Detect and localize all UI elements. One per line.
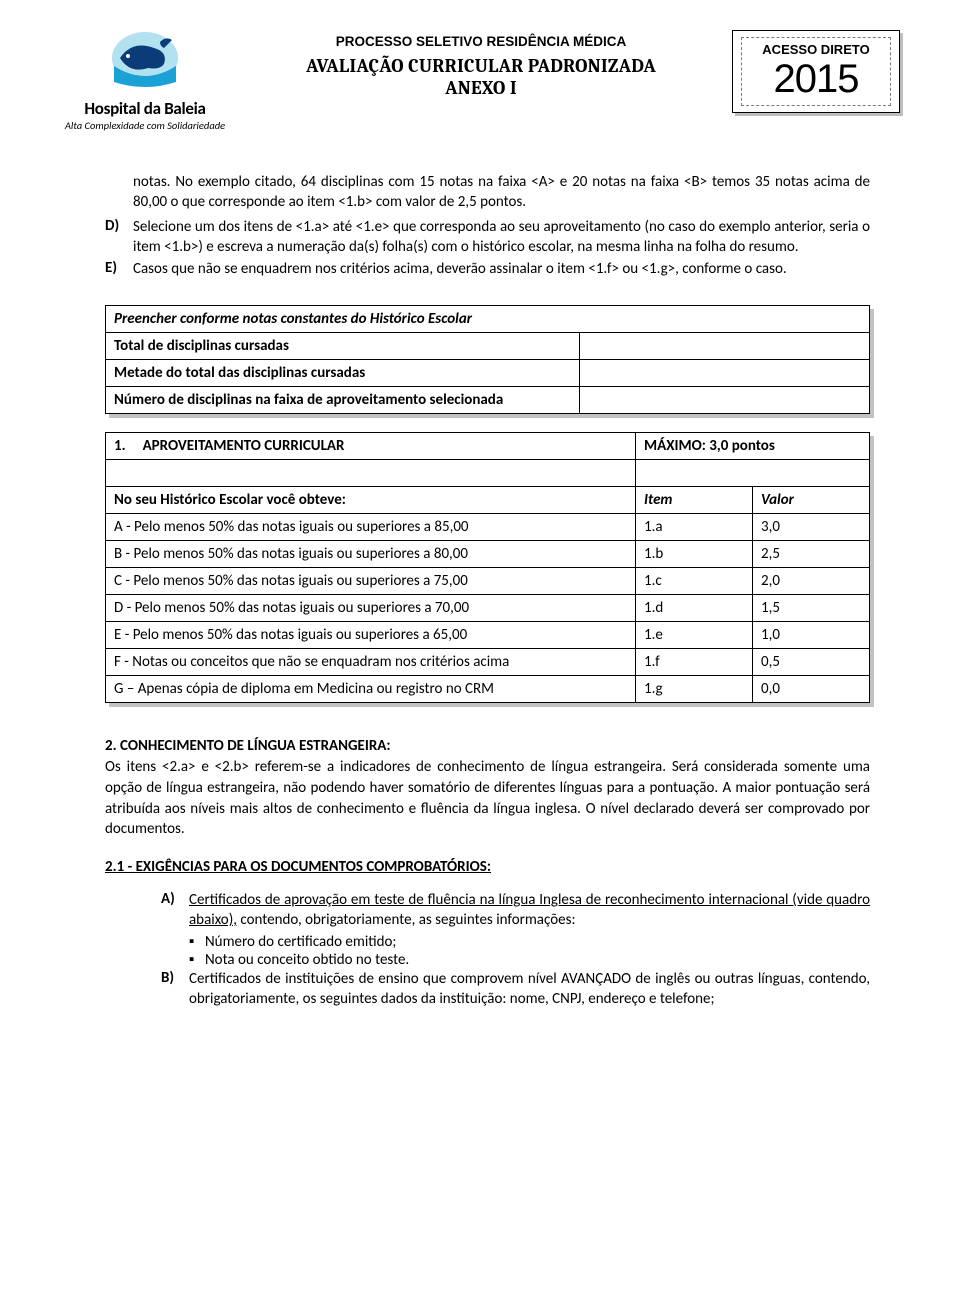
scoring-item: 1.c xyxy=(636,568,753,595)
col-header-desc: No seu Histórico Escolar você obteve: xyxy=(106,487,636,514)
empty-cell xyxy=(106,460,636,487)
section2-list-item: B)Certificados de instituições de ensino… xyxy=(161,969,870,1010)
lead-rest: contendo, obrigatoriamente, as seguintes… xyxy=(237,911,575,929)
scoring-row: G – Apenas cópia de diploma em Medicina … xyxy=(106,676,870,703)
header-small-title: PROCESSO SELETIVO RESIDÊNCIA MÉDICA xyxy=(250,34,712,49)
section-no: 1. xyxy=(114,437,126,455)
scoring-item: 1.f xyxy=(636,649,753,676)
max-label: MÁXIMO: 3,0 pontos xyxy=(636,433,870,460)
scoring-item: 1.g xyxy=(636,676,753,703)
scoring-desc: G – Apenas cópia de diploma em Medicina … xyxy=(106,676,636,703)
scoring-desc: D - Pelo menos 50% das notas iguais ou s… xyxy=(106,595,636,622)
scoring-desc: A - Pelo menos 50% das notas iguais ou s… xyxy=(106,514,636,541)
fill-table-row: Número de disciplinas na faixa de aprove… xyxy=(106,387,870,414)
col-header-valor: Valor xyxy=(753,487,870,514)
logo-tagline: Alta Complexidade com Solidariedade xyxy=(60,119,230,132)
intro-list-item: E)Casos que não se enquadrem nos critéri… xyxy=(105,259,870,279)
intro-list-item: D)Selecione um dos itens de <1.a> até <1… xyxy=(105,217,870,258)
bullet-text: Número do certificado emitido; xyxy=(205,933,870,951)
scoring-row: F - Notas ou conceitos que não se enquad… xyxy=(106,649,870,676)
fill-row-label: Metade do total das disciplinas cursadas xyxy=(106,360,580,387)
fill-row-value xyxy=(579,387,869,414)
scoring-row: D - Pelo menos 50% das notas iguais ou s… xyxy=(106,595,870,622)
fill-table-title: Preencher conforme notas constantes do H… xyxy=(106,306,870,333)
bullet-text: Nota ou conceito obtido no teste. xyxy=(205,951,870,969)
scoring-desc: F - Notas ou conceitos que não se enquad… xyxy=(106,649,636,676)
fill-table-row: Total de disciplinas cursadas xyxy=(106,333,870,360)
scoring-row: B - Pelo menos 50% das notas iguais ou s… xyxy=(106,541,870,568)
list-marker: B) xyxy=(161,969,189,1010)
logo-block: Hospital da Baleia Alta Complexidade com… xyxy=(60,30,230,132)
scoring-item: 1.b xyxy=(636,541,753,568)
section-2: 2. CONHECIMENTO DE LÍNGUA ESTRANGEIRA: O… xyxy=(105,737,870,1009)
year-box: ACESSO DIRETO 2015 xyxy=(732,30,900,113)
intro-lead: notas. No exemplo citado, 64 disciplinas… xyxy=(133,172,870,213)
fill-table-row: Metade do total das disciplinas cursadas xyxy=(106,360,870,387)
scoring-valor: 2,5 xyxy=(753,541,870,568)
fill-row-label: Total de disciplinas cursadas xyxy=(106,333,580,360)
col-header-item: Item xyxy=(636,487,753,514)
scoring-desc: C - Pelo menos 50% das notas iguais ou s… xyxy=(106,568,636,595)
scoring-desc: B - Pelo menos 50% das notas iguais ou s… xyxy=(106,541,636,568)
logo-name: Hospital da Baleia xyxy=(60,98,230,119)
scoring-valor: 0,0 xyxy=(753,676,870,703)
list-marker: D) xyxy=(105,217,133,258)
section-header: 1. APROVEITAMENTO CURRICULAR xyxy=(106,433,636,460)
fill-table: Preencher conforme notas constantes do H… xyxy=(105,305,870,414)
section-2-body: Os itens <2.a> e <2.b> referem-se a indi… xyxy=(105,757,870,840)
scoring-item: 1.a xyxy=(636,514,753,541)
whale-logo-icon xyxy=(102,30,188,94)
bullet-item: ▪Número do certificado emitido; xyxy=(189,933,870,951)
scoring-valor: 2,0 xyxy=(753,568,870,595)
intro-items: D)Selecione um dos itens de <1.a> até <1… xyxy=(105,217,870,280)
scoring-item: 1.d xyxy=(636,595,753,622)
header-main-title-1: AVALIAÇÃO CURRICULAR PADRONIZADA xyxy=(250,55,712,77)
scoring-desc: E - Pelo menos 50% das notas iguais ou s… xyxy=(106,622,636,649)
year-box-year: 2015 xyxy=(748,59,884,99)
lead-rest: Certificados de instituições de ensino q… xyxy=(189,970,870,1008)
bullet-icon: ▪ xyxy=(189,951,205,969)
content: notas. No exemplo citado, 64 disciplinas… xyxy=(60,172,900,1009)
scoring-table: 1. APROVEITAMENTO CURRICULAR MÁXIMO: 3,0… xyxy=(105,432,870,703)
section-2-items: A)Certificados de aprovação em teste de … xyxy=(161,890,870,1009)
empty-cell xyxy=(636,460,870,487)
fill-row-label: Número de disciplinas na faixa de aprove… xyxy=(106,387,580,414)
page-header: Hospital da Baleia Alta Complexidade com… xyxy=(60,30,900,132)
list-marker: A) xyxy=(161,890,189,931)
scoring-valor: 0,5 xyxy=(753,649,870,676)
section2-list-item: A)Certificados de aprovação em teste de … xyxy=(161,890,870,931)
page: Hospital da Baleia Alta Complexidade com… xyxy=(0,0,960,1299)
bullet-icon: ▪ xyxy=(189,933,205,951)
scoring-row: E - Pelo menos 50% das notas iguais ou s… xyxy=(106,622,870,649)
scoring-row: A - Pelo menos 50% das notas iguais ou s… xyxy=(106,514,870,541)
header-main-title-2: ANEXO I xyxy=(250,77,712,99)
list-text: Certificados de instituições de ensino q… xyxy=(189,969,870,1010)
list-text: Selecione um dos itens de <1.a> até <1.e… xyxy=(133,217,870,258)
bullet-item: ▪Nota ou conceito obtido no teste. xyxy=(189,951,870,969)
fill-row-value xyxy=(579,333,869,360)
scoring-row: C - Pelo menos 50% das notas iguais ou s… xyxy=(106,568,870,595)
scoring-item: 1.e xyxy=(636,622,753,649)
section-title: APROVEITAMENTO CURRICULAR xyxy=(143,437,345,455)
section-2-title: 2. CONHECIMENTO DE LÍNGUA ESTRANGEIRA: xyxy=(105,737,870,755)
list-text: Certificados de aprovação em teste de fl… xyxy=(189,890,870,931)
scoring-valor: 1,5 xyxy=(753,595,870,622)
section-2-1-title: 2.1 - EXIGÊNCIAS PARA OS DOCUMENTOS COMP… xyxy=(105,858,870,876)
scoring-valor: 3,0 xyxy=(753,514,870,541)
intro-block: notas. No exemplo citado, 64 disciplinas… xyxy=(133,172,870,213)
year-box-inner: ACESSO DIRETO 2015 xyxy=(741,37,891,106)
list-text: Casos que não se enquadrem nos critérios… xyxy=(133,259,870,279)
list-marker: E) xyxy=(105,259,133,279)
scoring-valor: 1,0 xyxy=(753,622,870,649)
year-box-label: ACESSO DIRETO xyxy=(748,42,884,57)
fill-row-value xyxy=(579,360,869,387)
header-center: PROCESSO SELETIVO RESIDÊNCIA MÉDICA AVAL… xyxy=(250,30,712,99)
